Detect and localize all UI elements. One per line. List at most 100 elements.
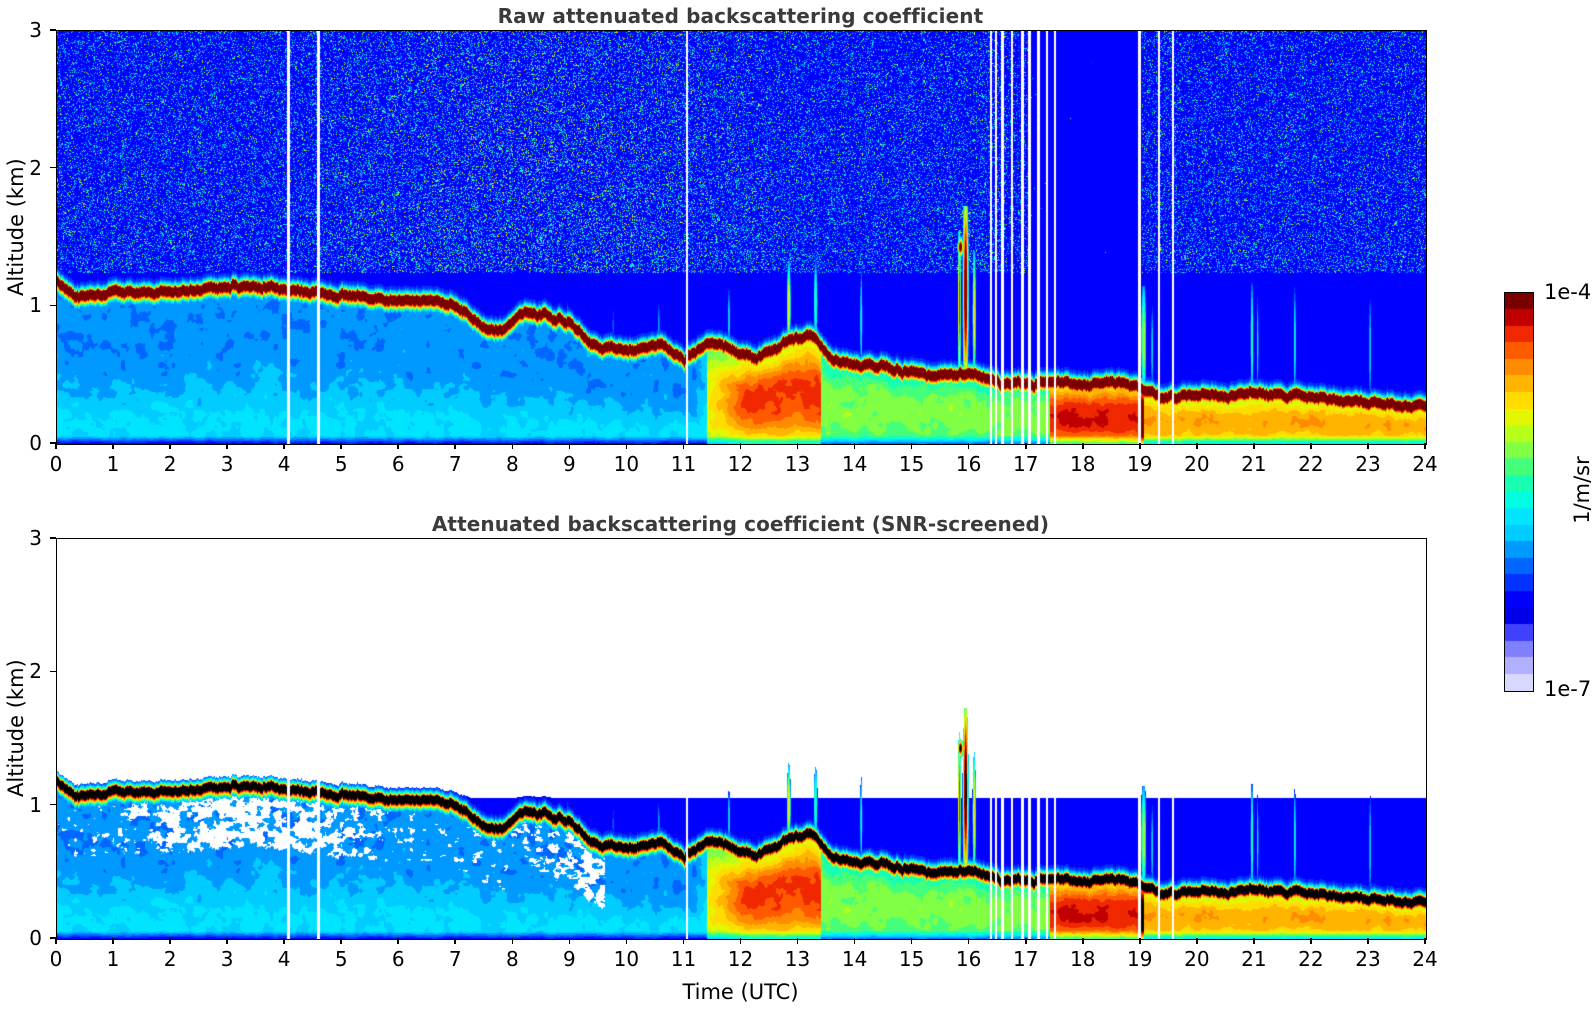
x-tick-mark xyxy=(796,938,799,944)
x-tick-label: 9 xyxy=(563,452,576,476)
x-tick-label: 23 xyxy=(1355,947,1381,971)
x-tick-label: 1 xyxy=(106,452,120,476)
y-tick-mark xyxy=(50,166,56,169)
colorbar-max-label: 1e-4 xyxy=(1544,280,1592,304)
x-tick-label: 13 xyxy=(784,452,811,476)
x-tick-label: 11 xyxy=(670,947,697,971)
x-tick-label: 8 xyxy=(505,452,519,476)
x-tick-mark xyxy=(1253,443,1255,449)
x-tick-mark xyxy=(739,443,742,449)
x-tick-label: 4 xyxy=(277,947,291,971)
x-tick-label: 7 xyxy=(448,452,462,476)
x-tick-mark xyxy=(1138,443,1141,449)
y-tick-label: 2 xyxy=(29,155,42,180)
x-tick-mark xyxy=(1196,938,1198,944)
x-tick-mark xyxy=(226,443,228,449)
x-tick-mark xyxy=(511,938,514,944)
y-tick-label: 1 xyxy=(29,293,42,318)
panel-title-screened: Attenuated backscattering coefficient (S… xyxy=(431,512,1050,536)
x-tick-label: 10 xyxy=(613,452,640,476)
x-tick-label: 20 xyxy=(1184,947,1210,971)
x-tick-mark xyxy=(1253,938,1255,944)
y-tick-label: 0 xyxy=(29,926,42,950)
x-tick-label: 2 xyxy=(163,452,177,476)
x-tick-mark xyxy=(1138,938,1141,944)
x-tick-label: 24 xyxy=(1412,947,1438,971)
x-tick-label: 17 xyxy=(1012,947,1039,971)
y-axis-label-raw: Altitude (km) xyxy=(4,157,28,296)
x-tick-label: 5 xyxy=(334,452,348,476)
x-tick-mark xyxy=(1024,443,1027,449)
x-tick-label: 7 xyxy=(448,947,462,971)
y-tick-label: 3 xyxy=(29,526,42,550)
x-tick-mark xyxy=(796,443,799,449)
x-tick-mark xyxy=(625,938,628,944)
x-tick-mark xyxy=(967,938,970,944)
plot-area-screened xyxy=(56,538,1427,940)
y-tick-mark xyxy=(50,29,56,31)
y-tick-label: 3 xyxy=(29,18,42,42)
x-tick-mark xyxy=(226,938,228,944)
x-tick-mark xyxy=(568,938,571,944)
x-tick-mark xyxy=(1367,938,1369,944)
y-tick-label: 0 xyxy=(29,431,42,455)
x-tick-mark xyxy=(112,443,114,449)
x-tick-label: 15 xyxy=(898,452,925,476)
x-tick-label: 6 xyxy=(391,452,405,476)
x-tick-label: 13 xyxy=(784,947,811,971)
y-tick-mark xyxy=(50,304,56,307)
x-tick-mark xyxy=(1081,443,1084,449)
x-tick-label: 22 xyxy=(1298,947,1324,971)
x-tick-label: 14 xyxy=(841,452,868,476)
x-tick-mark xyxy=(1196,443,1198,449)
x-tick-mark xyxy=(454,443,457,449)
x-tick-label: 2 xyxy=(163,947,177,971)
x-tick-label: 22 xyxy=(1298,452,1324,476)
x-tick-mark xyxy=(682,938,685,944)
x-tick-label: 18 xyxy=(1070,947,1096,971)
x-tick-mark xyxy=(625,443,628,449)
x-tick-mark xyxy=(283,938,285,944)
x-tick-label: 3 xyxy=(220,947,234,971)
x-tick-mark xyxy=(853,938,856,944)
y-tick-mark xyxy=(50,670,56,673)
x-tick-mark xyxy=(340,938,342,944)
x-tick-label: 11 xyxy=(670,452,697,476)
y-tick-mark xyxy=(50,937,56,939)
x-tick-label: 19 xyxy=(1127,452,1153,476)
x-tick-label: 14 xyxy=(841,947,868,971)
y-axis-label-screened: Altitude (km) xyxy=(4,659,28,797)
x-tick-mark xyxy=(283,443,285,449)
x-tick-mark xyxy=(1424,938,1426,944)
x-tick-label: 16 xyxy=(955,452,982,476)
colorbar-min-label: 1e-7 xyxy=(1544,677,1592,701)
x-tick-mark xyxy=(568,443,571,449)
x-tick-label: 21 xyxy=(1241,452,1267,476)
plot-area-raw xyxy=(56,30,1427,445)
x-tick-mark xyxy=(169,443,171,449)
x-tick-mark xyxy=(511,443,514,449)
colorbar xyxy=(1504,292,1534,692)
x-tick-mark xyxy=(112,938,114,944)
x-tick-label: 1 xyxy=(106,947,120,971)
x-tick-mark xyxy=(1367,443,1369,449)
x-tick-label: 18 xyxy=(1070,452,1096,476)
x-tick-label: 12 xyxy=(727,452,754,476)
x-tick-label: 12 xyxy=(727,947,754,971)
y-tick-mark xyxy=(50,803,56,806)
x-tick-mark xyxy=(967,443,970,449)
y-tick-mark xyxy=(50,537,56,539)
x-tick-mark xyxy=(1024,938,1027,944)
x-tick-label: 10 xyxy=(613,947,640,971)
x-tick-label: 0 xyxy=(49,947,63,971)
y-tick-mark xyxy=(50,442,56,444)
x-tick-mark xyxy=(340,443,342,449)
x-tick-mark xyxy=(1081,938,1084,944)
x-tick-label: 20 xyxy=(1184,452,1210,476)
colorbar-unit-label: 1/m/sr xyxy=(1570,456,1594,524)
x-tick-label: 9 xyxy=(563,947,576,971)
x-tick-mark xyxy=(169,938,171,944)
x-tick-label: 24 xyxy=(1412,452,1438,476)
x-tick-label: 21 xyxy=(1241,947,1267,971)
panel-title-raw: Raw attenuated backscattering coefficien… xyxy=(497,4,984,28)
